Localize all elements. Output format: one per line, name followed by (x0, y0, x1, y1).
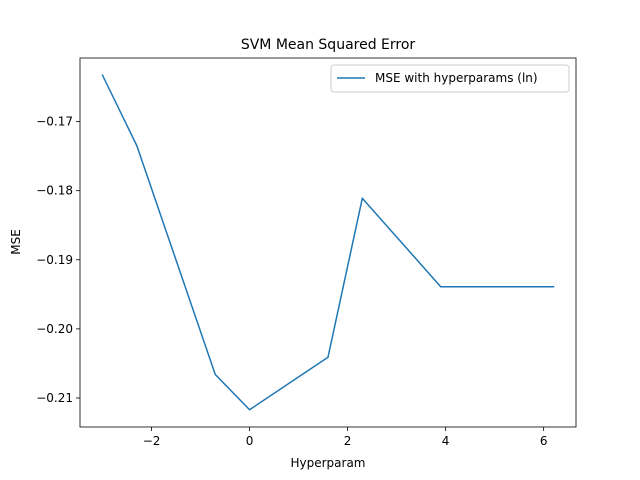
x-tick-label: 4 (442, 434, 450, 448)
data-point (214, 373, 217, 376)
legend-label: MSE with hyperparams (ln) (375, 71, 538, 85)
series-line-0 (101, 74, 555, 411)
y-tick-label: −0.21 (36, 391, 73, 405)
series-layer (101, 74, 555, 411)
data-point (361, 197, 364, 200)
plot-area (80, 58, 576, 427)
x-tick-label: 6 (540, 434, 548, 448)
data-point (439, 285, 442, 288)
y-tick-label: −0.17 (36, 115, 73, 129)
x-axis-label: Hyperparam (290, 456, 365, 470)
plot-background (80, 58, 576, 427)
y-axis-ticks: −0.21 −0.20 −0.19 −0.18 −0.17 (36, 115, 80, 405)
x-tick-label: −2 (143, 434, 161, 448)
y-tick-label: −0.20 (36, 322, 73, 336)
x-tick-label: 0 (246, 434, 254, 448)
x-tick-label: 2 (344, 434, 352, 448)
chart-title: SVM Mean Squared Error (241, 37, 416, 53)
axes-layer (79, 57, 577, 428)
y-tick-label: −0.18 (36, 184, 73, 198)
axes-frame (79, 57, 577, 428)
data-point (552, 285, 555, 288)
data-point (248, 408, 251, 411)
legend-box (330, 64, 570, 93)
y-axis-label: MSE (9, 229, 23, 255)
x-axis-ticks: −2 0 2 4 6 (143, 427, 548, 448)
data-point (101, 74, 104, 77)
legend: MSE with hyperparams (ln) (330, 64, 570, 93)
y-tick-label: −0.19 (36, 253, 73, 267)
data-point (327, 356, 329, 358)
data-point (136, 145, 138, 147)
